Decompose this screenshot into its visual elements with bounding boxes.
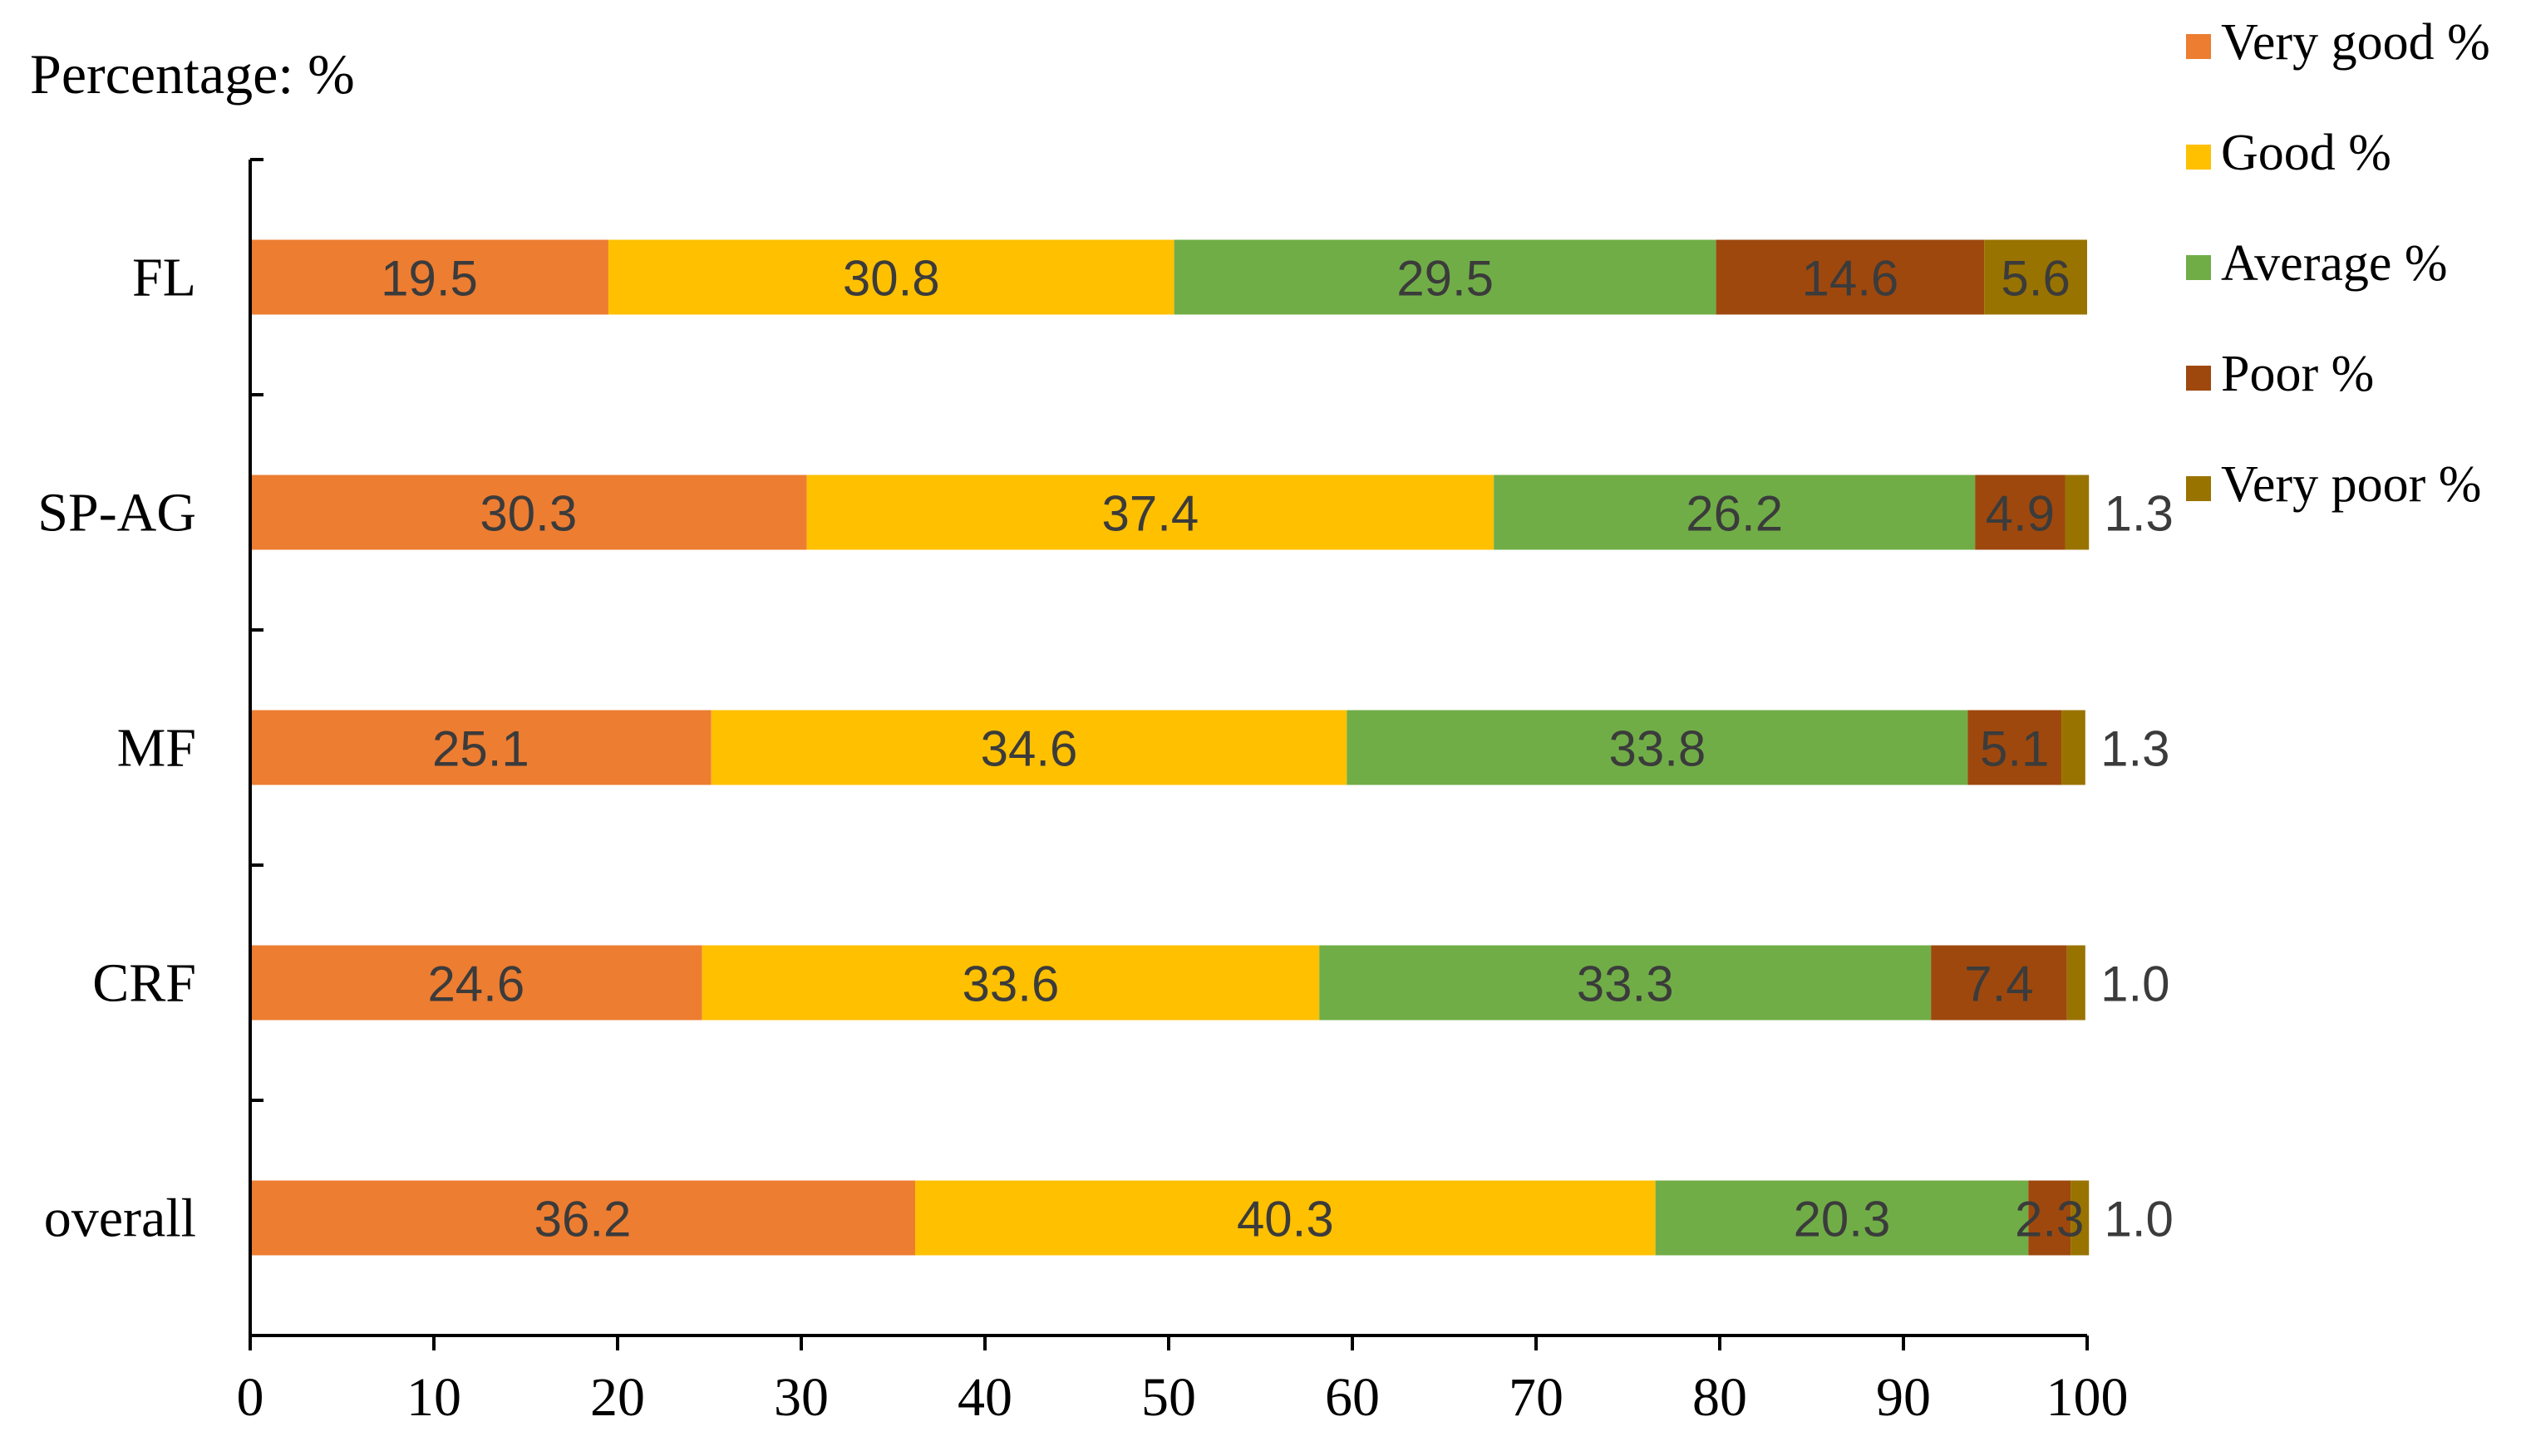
data-label-crf-very-poor: 1.0 — [2100, 957, 2169, 1012]
data-label-overall-very-good: 36.2 — [534, 1192, 632, 1247]
category-label-mf: MF — [117, 718, 196, 779]
data-label-mf-very-good: 25.1 — [432, 721, 529, 777]
bar-fl-very-good — [250, 239, 608, 315]
bar-sp-ag-good — [806, 475, 1494, 550]
data-label-mf-very-poor: 1.3 — [2100, 721, 2169, 777]
bar-mf-good — [711, 710, 1347, 785]
bar-mf-very-poor — [2061, 710, 2085, 785]
legend-swatch-average — [2186, 255, 2211, 280]
data-label-fl-average: 29.5 — [1396, 251, 1494, 307]
category-label-overall: overall — [44, 1188, 196, 1249]
bar-sp-ag-poor — [1975, 475, 2066, 550]
legend-label-very-poor: Very poor % — [2221, 456, 2481, 513]
data-label-crf-good: 33.6 — [963, 957, 1060, 1012]
legend-swatch-very-good — [2186, 34, 2211, 59]
bar-overall-good — [915, 1180, 1656, 1256]
x-tick-label-0: 0 — [237, 1367, 264, 1428]
bar-crf-very-good — [250, 945, 702, 1021]
bar-overall-poor — [2028, 1180, 2071, 1256]
data-label-overall-very-poor: 1.0 — [2104, 1192, 2173, 1247]
legend: Very good % Good % Average % Poor % Very poo… — [2186, 14, 2490, 513]
x-tick-label-40: 40 — [958, 1367, 1012, 1428]
data-label-crf-very-good: 24.6 — [427, 957, 524, 1012]
percentage-axis-title: Percentage: % — [30, 42, 355, 106]
bar-overall-very-poor — [2071, 1180, 2090, 1256]
x-tick-label-20: 20 — [590, 1367, 645, 1428]
x-tick-label-10: 10 — [406, 1367, 461, 1428]
x-tick-label-70: 70 — [1509, 1367, 1563, 1428]
axes-layer: FL SP-AG MF CRF overall 0 10 20 30 40 50 60 70 80 90 10… — [37, 158, 2129, 1428]
data-label-sp-ag-very-good: 30.3 — [480, 486, 577, 542]
legend-label-average: Average % — [2221, 235, 2448, 292]
bar-fl-poor — [1716, 239, 1985, 315]
data-label-crf-average: 33.3 — [1577, 957, 1674, 1012]
category-label-crf: CRF — [92, 953, 196, 1014]
x-tick-label-50: 50 — [1141, 1367, 1196, 1428]
data-label-mf-poor: 5.1 — [1980, 721, 2049, 777]
data-label-sp-ag-very-poor: 1.3 — [2104, 486, 2173, 542]
legend-label-good: Good % — [2221, 125, 2391, 181]
data-label-sp-ag-poor: 4.9 — [1986, 486, 2055, 542]
data-label-fl-very-poor: 5.6 — [2001, 251, 2070, 307]
bar-mf-poor — [1967, 710, 2062, 785]
data-label-crf-poor: 7.4 — [1964, 957, 2033, 1012]
bar-labels-layer: 19.5 30.8 29.5 14.6 5.6 30.3 37.4 26.2 4.9 1.3 25.… — [381, 251, 2174, 1247]
bar-mf-average — [1347, 710, 1968, 785]
bar-fl-very-poor — [1984, 239, 2087, 315]
bar-fl-good — [608, 239, 1174, 315]
data-label-mf-good: 34.6 — [981, 721, 1078, 777]
bar-fl-average — [1174, 239, 1716, 315]
bar-sp-ag-very-good — [250, 475, 807, 550]
legend-label-very-good: Very good % — [2221, 14, 2490, 71]
data-label-overall-poor: 2.3 — [2015, 1192, 2084, 1247]
legend-swatch-poor — [2186, 366, 2211, 391]
bar-crf-poor — [1931, 945, 2067, 1021]
bar-mf-very-good — [250, 710, 712, 785]
x-tick-label-80: 80 — [1692, 1367, 1747, 1428]
data-label-mf-average: 33.8 — [1608, 721, 1706, 777]
data-label-overall-good: 40.3 — [1237, 1192, 1334, 1247]
data-label-overall-average: 20.3 — [1794, 1192, 1891, 1247]
bars-layer — [250, 239, 2090, 1256]
bar-sp-ag-average — [1494, 475, 1976, 550]
bar-sp-ag-very-poor — [2065, 475, 2090, 550]
x-tick-label-100: 100 — [2046, 1367, 2129, 1428]
data-label-sp-ag-good: 37.4 — [1102, 486, 1199, 542]
data-label-sp-ag-average: 26.2 — [1686, 486, 1783, 542]
category-label-fl: FL — [132, 248, 196, 308]
x-tick-label-90: 90 — [1876, 1367, 1931, 1428]
legend-swatch-good — [2186, 145, 2211, 170]
legend-label-poor: Poor % — [2221, 346, 2374, 402]
bar-overall-very-good — [250, 1180, 916, 1256]
legend-swatch-very-poor — [2186, 476, 2211, 501]
bar-crf-good — [702, 945, 1320, 1021]
data-label-fl-poor: 14.6 — [1802, 251, 1899, 307]
data-label-fl-very-good: 19.5 — [381, 251, 478, 307]
category-label-sp-ag: SP-AG — [37, 483, 196, 544]
data-label-fl-good: 30.8 — [843, 251, 940, 307]
x-tick-label-60: 60 — [1325, 1367, 1380, 1428]
x-tick-label-30: 30 — [774, 1367, 829, 1428]
bar-crf-very-poor — [2066, 945, 2085, 1021]
bar-overall-average — [1655, 1180, 2029, 1256]
bar-crf-average — [1319, 945, 1932, 1021]
